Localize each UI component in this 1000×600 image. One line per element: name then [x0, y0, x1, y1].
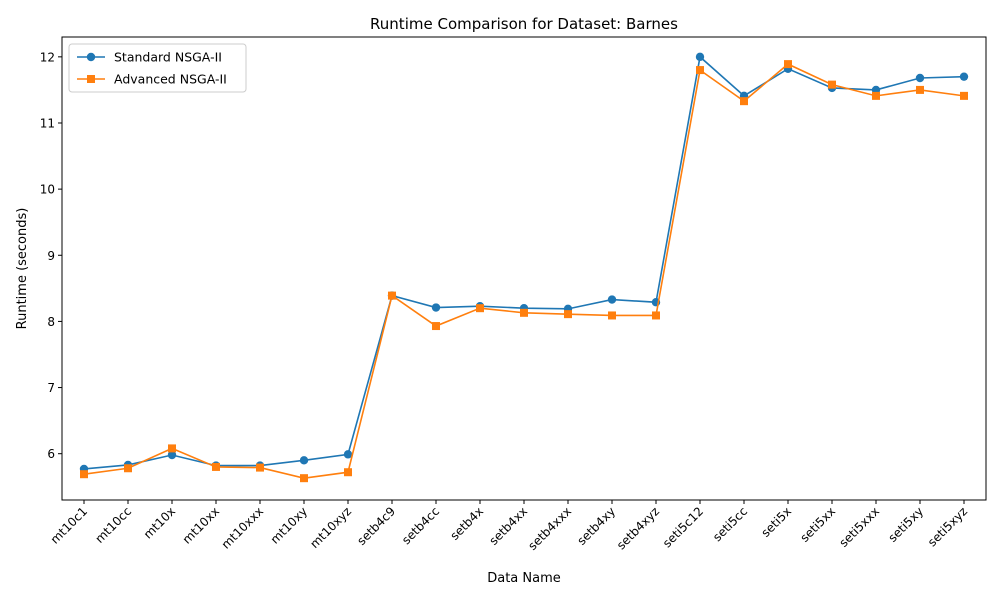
series-line — [83, 55, 965, 470]
y-tick-label: 11 — [40, 116, 55, 130]
y-tick-label: 12 — [40, 50, 55, 64]
x-tick-label: seti5xyz — [925, 504, 970, 549]
y-tick-label: 10 — [40, 183, 55, 197]
data-point — [652, 311, 660, 320]
data-point — [915, 73, 925, 83]
x-tick-label: setb4xxx — [525, 504, 574, 553]
x-tick-label: setb4xyz — [614, 504, 662, 552]
x-tick-label: setb4x — [447, 504, 486, 543]
data-point — [608, 311, 616, 320]
y-axis-label: Runtime (seconds) — [15, 208, 30, 330]
x-tick-label: mt10xy — [268, 504, 310, 546]
x-tick-label: seti5xxx — [836, 504, 882, 550]
legend-marker — [86, 52, 96, 62]
data-point — [872, 91, 880, 100]
x-tick-label: setb4xx — [486, 504, 530, 548]
series-line — [83, 63, 965, 479]
data-point — [124, 464, 132, 473]
plot-frame — [61, 36, 987, 501]
data-point — [256, 463, 264, 472]
x-tick-label: seti5c12 — [660, 504, 706, 550]
data-point — [959, 72, 969, 81]
x-tick-label: mt10c1 — [48, 504, 90, 546]
data-point — [696, 66, 704, 75]
x-tick-label: mt10xxx — [219, 504, 266, 551]
data-point — [916, 85, 924, 94]
data-point — [828, 80, 836, 89]
x-tick-label: mt10cc — [93, 504, 135, 546]
data-point — [300, 474, 308, 483]
legend-marker — [87, 75, 95, 83]
data-point — [476, 304, 484, 313]
data-point — [431, 303, 441, 312]
data-point — [80, 470, 88, 479]
data-point — [299, 456, 309, 465]
x-tick-label: mt10xx — [180, 504, 222, 546]
x-tick-label: seti5cc — [710, 504, 750, 544]
series-layer — [79, 52, 969, 483]
data-point — [520, 308, 528, 317]
y-tick-label: 6 — [47, 447, 55, 461]
data-point — [167, 450, 177, 460]
data-point — [343, 450, 353, 459]
legend-box — [68, 43, 247, 93]
data-point — [168, 444, 176, 453]
legend: Standard NSGA-II Advanced NSGA-II — [68, 43, 247, 93]
y-tick-label: 8 — [47, 315, 55, 329]
x-tick-label: seti5xy — [885, 504, 926, 545]
data-point — [564, 310, 572, 319]
plot-area: 6 7 8 9 10 11 12 mt10c1 mt10cc mt10x mt10xxmt10xx… — [40, 36, 987, 553]
series-2 — [80, 60, 968, 483]
data-point — [960, 91, 968, 100]
x-axis-label: Data Name — [487, 571, 561, 586]
data-point — [695, 52, 705, 62]
data-point — [432, 322, 440, 331]
chart-title: Runtime Comparison for Dataset: Barnes — [370, 15, 678, 33]
series-1 — [79, 52, 969, 474]
y-tick-label: 9 — [47, 249, 55, 263]
x-tick-label: setb4cc — [399, 504, 442, 547]
x-tick-label: mt10xyz — [307, 504, 354, 551]
x-tick-label: seti5x — [758, 504, 794, 540]
data-point — [740, 97, 748, 106]
y-tick-label: 7 — [47, 381, 55, 395]
y-axis: 6 7 8 9 10 11 12 — [40, 50, 62, 461]
data-point — [212, 462, 220, 471]
x-tick-label: seti5xx — [797, 504, 838, 545]
x-tick-label: mt10x — [141, 504, 178, 541]
x-tick-label: setb4c9 — [354, 504, 398, 548]
legend-label: Advanced NSGA-II — [114, 72, 227, 87]
data-point — [388, 291, 396, 300]
data-point — [344, 468, 352, 477]
legend-entry: Standard NSGA-II — [77, 50, 222, 65]
x-tick-label: setb4xy — [574, 504, 618, 548]
data-point — [607, 295, 617, 304]
legend-label: Standard NSGA-II — [114, 50, 222, 65]
legend-entry: Advanced NSGA-II — [77, 72, 227, 87]
data-point — [784, 60, 792, 69]
